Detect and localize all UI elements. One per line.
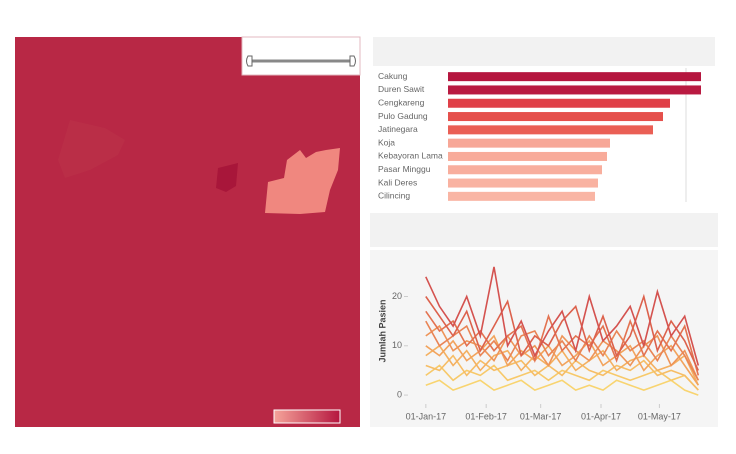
bar-header [373, 37, 715, 66]
bar [448, 178, 598, 188]
bar-label: Duren Sawit [378, 84, 425, 94]
slider-box [241, 36, 361, 76]
map-region[interactable] [58, 120, 125, 178]
color-legend [273, 409, 341, 424]
bar-label: Kali Deres [378, 177, 417, 187]
bar [448, 72, 701, 82]
y-tick-label: 20 [392, 291, 402, 301]
line-series [425, 266, 700, 366]
bar [448, 151, 607, 161]
x-tick-label: 01-May-17 [638, 411, 681, 421]
y-tick-label: 0 [397, 389, 402, 399]
line-series [425, 379, 699, 396]
bar-label: Cengkareng [378, 98, 425, 108]
slider-handle[interactable] [246, 55, 253, 67]
bar-label: Kebayoran Lama [378, 151, 443, 161]
line-header [370, 213, 718, 247]
line-series [425, 293, 700, 371]
line-series [425, 310, 700, 376]
map-region[interactable] [216, 163, 238, 192]
bar [448, 85, 701, 95]
x-tick-label: 01-Feb-17 [465, 411, 507, 421]
bar-label: Koja [378, 137, 395, 147]
bar [448, 112, 663, 122]
bar-label: Pulo Gadung [378, 111, 428, 121]
bar-label: Pasar Minggu [378, 164, 431, 174]
bar [448, 191, 595, 201]
map-panel [15, 36, 361, 427]
map-background [15, 37, 360, 427]
y-tick-label: 10 [392, 340, 402, 350]
bar [448, 165, 602, 175]
line-series [425, 320, 700, 381]
line-series [425, 364, 699, 391]
bar-label: Cakung [378, 71, 408, 81]
bar-label: Jatinegara [378, 124, 418, 134]
bar [448, 138, 610, 148]
bar [448, 98, 670, 108]
map-region[interactable] [265, 148, 340, 214]
bar-label: Cilincing [378, 191, 410, 201]
slider-handle[interactable] [349, 55, 356, 67]
bar [448, 125, 653, 135]
line-series [425, 354, 699, 391]
x-tick-label: 01-Mar-17 [520, 411, 562, 421]
line-series [425, 334, 699, 386]
x-tick-label: 01-Jan-17 [406, 411, 447, 421]
x-tick-label: 01-Apr-17 [581, 411, 621, 421]
y-axis-title: Jumlah Pasien [377, 299, 387, 362]
